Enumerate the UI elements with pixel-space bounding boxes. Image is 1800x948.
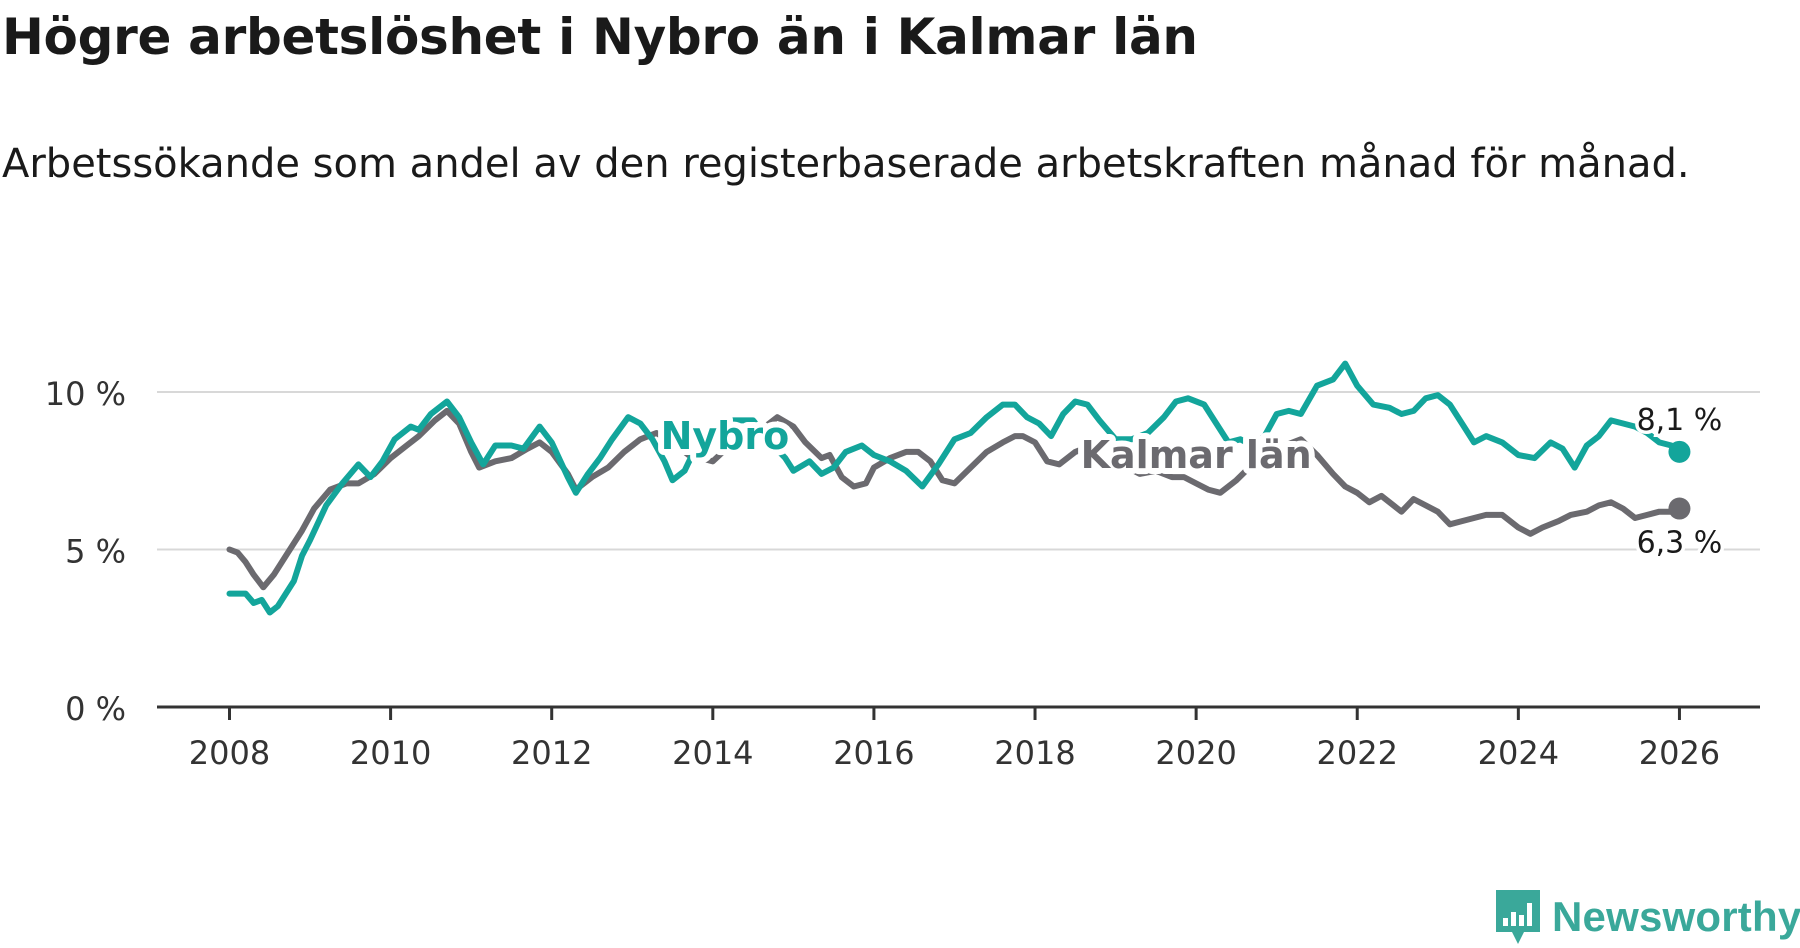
- end-label-nybro: 8,1 %: [1637, 403, 1723, 438]
- end-label-kalmar: 6,3 %: [1637, 526, 1723, 561]
- y-tick-label: 10 %: [45, 375, 126, 413]
- chart-subtitle: Arbetssökande som andel av den registerb…: [2, 141, 1690, 187]
- x-tick-label: 2020: [1155, 734, 1236, 772]
- x-tick-label: 2026: [1639, 734, 1720, 772]
- gridlines: [157, 391, 1760, 551]
- x-tick-label: 2014: [672, 734, 753, 772]
- series-annotation-kalmar-län: Kalmar län: [1081, 433, 1312, 477]
- chart-title: Högre arbetslöshet i Nybro än i Kalmar l…: [2, 8, 1198, 66]
- series-line-nybro: [226, 360, 1683, 616]
- x-tick-label: 2016: [833, 734, 914, 772]
- x-tick-label: 2008: [189, 734, 270, 772]
- end-point-kalmar-län: [1668, 497, 1691, 520]
- x-tick-label: 2024: [1478, 734, 1559, 772]
- newsworthy-logo: Newsworthy: [1494, 888, 1800, 946]
- labels: 8,1 % 6,3 % Nybro Kalmar län: [655, 399, 1726, 564]
- x-tick-label: 2018: [994, 734, 1075, 772]
- x-tick-label: 2022: [1317, 734, 1398, 772]
- y-tick-label: 5 %: [65, 533, 126, 571]
- x-tick-label: 2010: [350, 734, 431, 772]
- y-tick-label: 0 %: [65, 690, 126, 728]
- newsworthy-logo-text: Newsworthy: [1552, 893, 1800, 940]
- series-annotation-nybro: Nybro: [661, 414, 790, 458]
- x-tick-label: 2012: [511, 734, 592, 772]
- newsworthy-logo-icon: [1496, 890, 1540, 944]
- axes: 0 % 5 % 10 % 2008 2010 2012 2014 2016 2018 2020 20…: [45, 375, 1760, 772]
- series: [226, 360, 1691, 616]
- end-point-nybro: [1668, 440, 1691, 463]
